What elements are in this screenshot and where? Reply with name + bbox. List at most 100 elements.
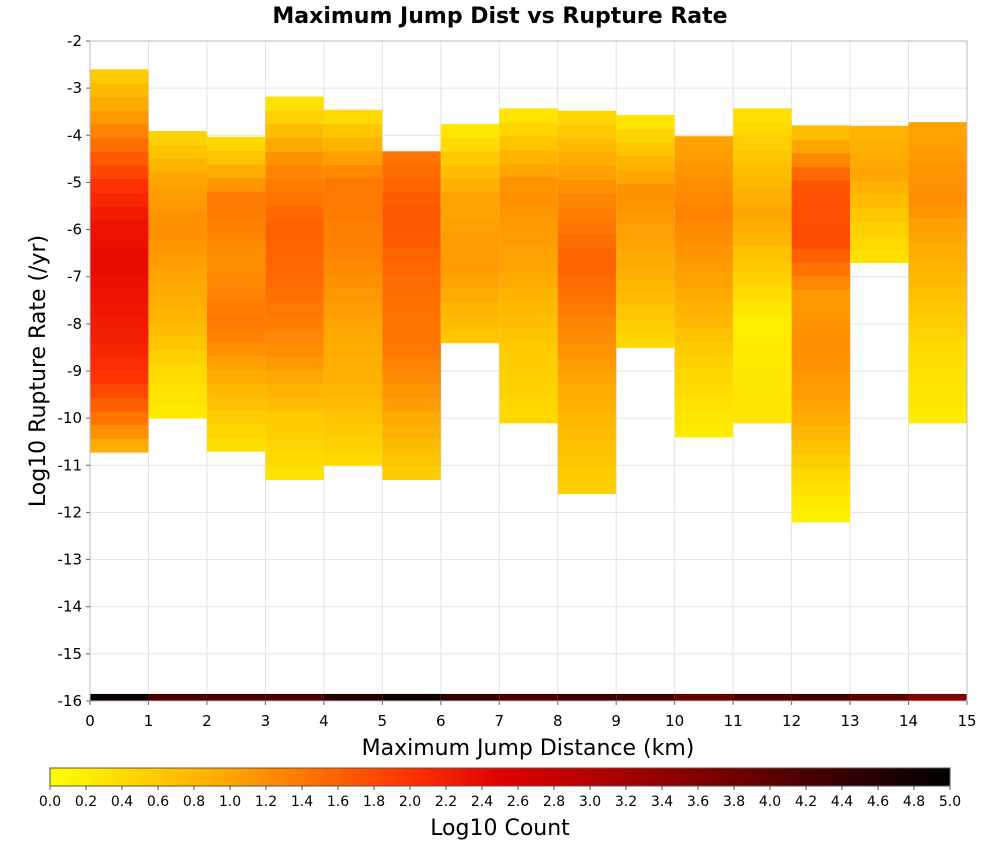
heatmap-cell xyxy=(323,137,383,152)
heatmap-cell xyxy=(850,221,909,236)
heatmap-cell xyxy=(499,231,558,246)
heatmap-cell xyxy=(908,313,967,328)
heatmap-cell xyxy=(499,204,558,219)
heatmap-cell xyxy=(616,115,675,130)
heatmap-cell xyxy=(90,82,149,98)
heatmap-cell xyxy=(908,149,967,164)
heatmap-cell xyxy=(674,163,734,178)
heatmap-cell xyxy=(323,342,383,357)
heatmap-cell xyxy=(499,190,558,205)
heatmap-cell xyxy=(382,315,441,330)
heatmap-cell xyxy=(265,274,324,289)
heatmap-cell xyxy=(323,301,383,316)
y-tick-label: -12 xyxy=(58,503,83,521)
heatmap-cell xyxy=(674,693,734,701)
colorbar-tick-label: 4.4 xyxy=(831,794,853,810)
heatmap-cell xyxy=(557,302,617,317)
heatmap-cell xyxy=(499,693,558,701)
x-tick-label: 15 xyxy=(957,712,976,730)
heatmap-cell xyxy=(90,233,149,248)
heatmap-cell xyxy=(733,204,792,219)
heatmap-cell xyxy=(850,207,909,223)
heatmap-cell xyxy=(323,246,383,261)
heatmap-cell xyxy=(206,382,266,397)
heatmap-cell xyxy=(323,693,383,701)
heatmap-cell xyxy=(148,144,207,159)
heatmap-cell xyxy=(499,368,558,383)
heatmap-cell xyxy=(791,248,851,263)
x-axis-ticks: 0 1 2 3 4 5 6 7 8 9 10 11 12 13 14 15 xyxy=(85,701,977,730)
heatmap-cell xyxy=(674,149,734,165)
heatmap-cell xyxy=(90,301,149,316)
heatmap-cell xyxy=(148,185,207,200)
heatmap-cell xyxy=(382,151,441,166)
heatmap-cell xyxy=(148,226,207,241)
heatmap-cell xyxy=(323,328,383,343)
heatmap-cell xyxy=(674,341,734,356)
y-tick-label: -11 xyxy=(58,456,83,474)
heatmap-cell xyxy=(206,693,266,701)
heatmap-cell xyxy=(908,176,967,191)
heatmap-cell xyxy=(440,219,500,234)
heatmap-cell xyxy=(557,192,617,207)
heatmap-cell xyxy=(791,357,851,372)
heatmap-cell xyxy=(265,247,324,262)
heatmap-cell xyxy=(148,172,207,187)
heatmap-cell xyxy=(733,149,792,164)
x-tick-label: 1 xyxy=(144,712,154,730)
heatmap-cell xyxy=(674,177,734,192)
heatmap-cell xyxy=(733,163,792,178)
heatmap-cell xyxy=(265,356,324,371)
heatmap-cell xyxy=(791,398,851,413)
heatmap-cell xyxy=(674,409,734,424)
heatmap-cell xyxy=(674,327,734,342)
heatmap-cell xyxy=(499,272,558,287)
heatmap-cell xyxy=(850,125,909,141)
heatmap-cell xyxy=(791,262,851,277)
heatmap-cell xyxy=(206,218,266,233)
heatmap-cell xyxy=(499,299,558,314)
heatmap-cell xyxy=(148,295,207,310)
heatmap-cell xyxy=(908,693,967,701)
heatmap-cell xyxy=(557,165,617,180)
x-tick-label: 12 xyxy=(782,712,801,730)
heatmap-cell xyxy=(616,306,675,321)
heatmap-cell xyxy=(733,340,792,355)
colorbar-tick-label: 0.2 xyxy=(75,794,97,810)
heatmap-cell xyxy=(323,150,383,166)
heatmap-cell xyxy=(440,164,500,180)
y-tick-label: -7 xyxy=(67,268,82,286)
heatmap-cell xyxy=(206,410,266,425)
heatmap-cell xyxy=(265,192,324,207)
heatmap-cell xyxy=(148,240,207,255)
heatmap-cell xyxy=(265,397,324,412)
heatmap-cell xyxy=(206,341,266,356)
heatmap-cell xyxy=(791,344,851,359)
heatmap-cell xyxy=(557,110,617,125)
colorbar-tick-label: 3.2 xyxy=(615,794,637,810)
heatmap-cell xyxy=(499,327,558,342)
heatmap-cell xyxy=(440,329,500,344)
heatmap-cell xyxy=(791,316,851,331)
heatmap-cell xyxy=(557,274,617,289)
heatmap-cell xyxy=(733,286,792,301)
heatmap-cell xyxy=(499,409,558,424)
heatmap-cell xyxy=(674,286,734,301)
heatmap-cell xyxy=(265,370,324,385)
heatmap-cell xyxy=(323,123,383,138)
heatmap-cell xyxy=(323,164,383,179)
heatmap-cell xyxy=(382,383,441,398)
heatmap-cell xyxy=(908,122,967,137)
heatmap-cell xyxy=(148,322,207,337)
heatmap-cell xyxy=(557,452,617,467)
y-tick-label: -9 xyxy=(67,362,82,380)
heatmap-cell xyxy=(733,299,792,314)
heatmap-cell xyxy=(382,356,441,371)
heatmap-cell xyxy=(733,327,792,342)
heatmap-cell xyxy=(674,382,734,397)
x-tick-label: 5 xyxy=(378,712,388,730)
heatmap-cell xyxy=(850,139,909,154)
heatmap-cell xyxy=(674,313,734,329)
y-tick-label: -15 xyxy=(58,645,83,663)
heatmap-cell xyxy=(616,128,675,143)
